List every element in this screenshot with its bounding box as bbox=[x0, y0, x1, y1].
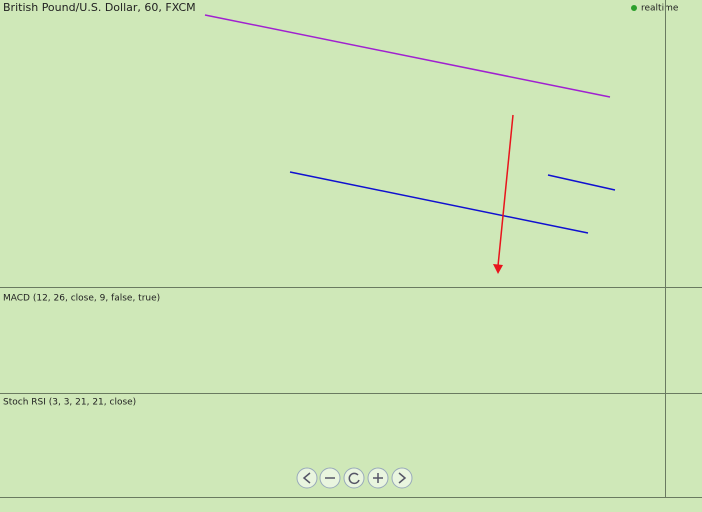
short-trendline bbox=[547, 174, 616, 191]
reset-button[interactable] bbox=[343, 467, 365, 489]
labels: British Pound/U.S. Dollar, 60, FXCM real… bbox=[3, 1, 679, 408]
target-arrow bbox=[497, 114, 514, 267]
realtime-dot bbox=[631, 5, 637, 11]
chart-title: British Pound/U.S. Dollar, 60, FXCM bbox=[3, 1, 196, 14]
realtime-status: realtime bbox=[641, 4, 679, 14]
macd-title: MACD (12, 26, close, 9, false, true) bbox=[3, 294, 160, 304]
stoch-rsi-title: Stoch RSI (3, 3, 21, 21, close) bbox=[3, 398, 136, 408]
resistance-trendline bbox=[204, 14, 611, 98]
zoom-in-button[interactable] bbox=[367, 467, 389, 489]
target-arrow-head bbox=[493, 264, 503, 274]
scroll-right-button[interactable] bbox=[391, 467, 413, 489]
drawings bbox=[204, 14, 616, 274]
zoom-out-button[interactable] bbox=[319, 467, 341, 489]
scroll-left-button[interactable] bbox=[296, 467, 318, 489]
zoom-toolbar bbox=[296, 467, 413, 489]
support-trendline bbox=[289, 171, 589, 234]
